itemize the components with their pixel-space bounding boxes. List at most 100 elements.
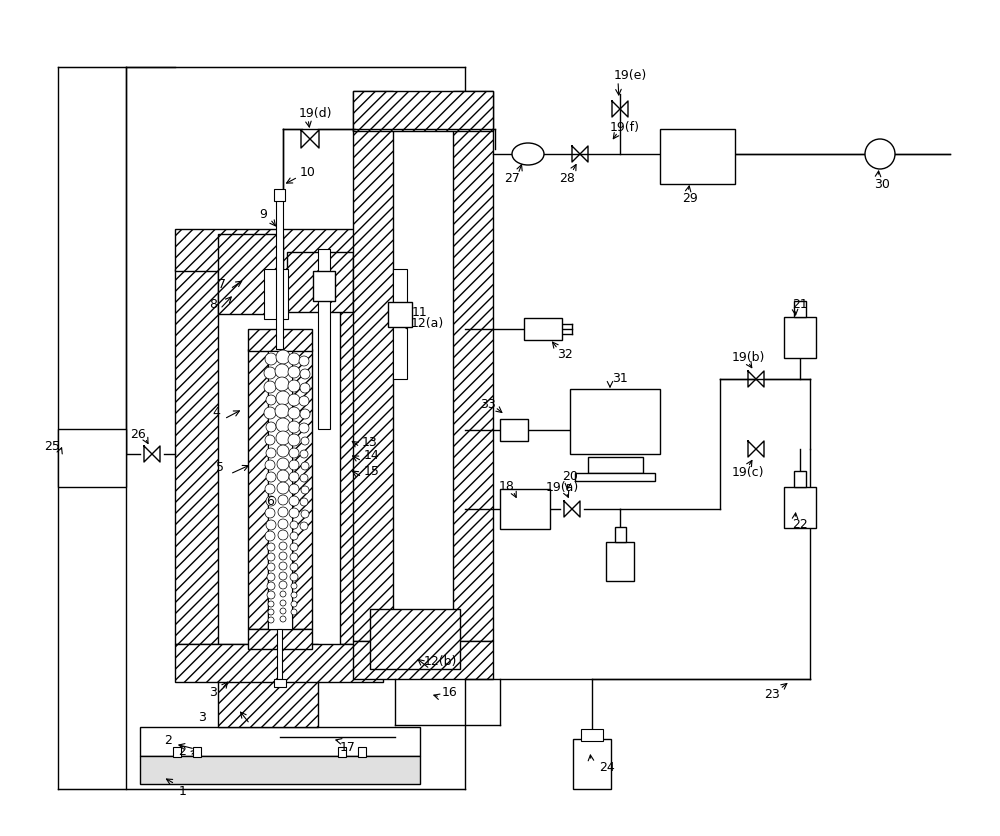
- Circle shape: [276, 391, 290, 405]
- Bar: [581, 729, 603, 741]
- Bar: [140, 756, 420, 784]
- Bar: [193, 747, 201, 757]
- Circle shape: [299, 424, 309, 434]
- Circle shape: [280, 609, 286, 614]
- Circle shape: [265, 532, 275, 542]
- Bar: [573, 739, 611, 789]
- Circle shape: [300, 370, 310, 380]
- Circle shape: [266, 472, 276, 482]
- Circle shape: [865, 140, 895, 170]
- Circle shape: [288, 395, 300, 406]
- Circle shape: [264, 407, 276, 420]
- Circle shape: [267, 573, 275, 581]
- Circle shape: [267, 553, 275, 561]
- Text: 15: 15: [364, 465, 380, 478]
- Text: 13: 13: [362, 435, 378, 448]
- Text: 2: 2: [164, 734, 172, 747]
- Bar: [264, 270, 288, 319]
- Bar: [268, 352, 292, 630]
- Circle shape: [288, 354, 300, 365]
- Circle shape: [278, 496, 288, 506]
- Circle shape: [265, 461, 275, 471]
- Circle shape: [275, 405, 289, 419]
- Bar: [784, 318, 816, 359]
- Bar: [248, 349, 268, 630]
- Circle shape: [300, 384, 310, 394]
- Text: 8: 8: [209, 298, 217, 311]
- Circle shape: [265, 354, 277, 365]
- Circle shape: [289, 472, 299, 482]
- Bar: [218, 645, 318, 727]
- Circle shape: [291, 592, 297, 599]
- Text: 6: 6: [266, 495, 274, 508]
- Circle shape: [280, 616, 286, 622]
- Bar: [175, 230, 383, 272]
- Text: 30: 30: [874, 177, 890, 191]
- Bar: [274, 679, 286, 687]
- Circle shape: [299, 396, 309, 406]
- Circle shape: [289, 448, 299, 458]
- Circle shape: [280, 591, 286, 597]
- Bar: [615, 528, 626, 543]
- Circle shape: [300, 410, 310, 420]
- Circle shape: [299, 357, 309, 366]
- Text: 14: 14: [364, 449, 380, 462]
- Text: 19(c): 19(c): [732, 466, 764, 479]
- Bar: [276, 200, 283, 349]
- Circle shape: [277, 458, 289, 471]
- Bar: [370, 609, 460, 669]
- Bar: [353, 92, 393, 641]
- Text: 18: 18: [499, 480, 515, 493]
- Circle shape: [266, 395, 276, 405]
- Bar: [175, 270, 218, 645]
- Bar: [318, 250, 330, 430]
- Circle shape: [265, 508, 275, 518]
- Text: 28: 28: [559, 171, 575, 184]
- Text: 22: 22: [792, 517, 808, 531]
- Bar: [575, 473, 655, 482]
- Circle shape: [277, 471, 289, 482]
- Circle shape: [291, 609, 297, 615]
- Text: 24: 24: [599, 761, 615, 773]
- Circle shape: [290, 533, 298, 540]
- Bar: [388, 303, 412, 328]
- Circle shape: [290, 522, 298, 529]
- Circle shape: [279, 563, 287, 570]
- Circle shape: [301, 462, 309, 471]
- Bar: [784, 487, 816, 528]
- Circle shape: [275, 364, 289, 379]
- Circle shape: [288, 421, 300, 434]
- Circle shape: [279, 581, 287, 589]
- Circle shape: [289, 484, 299, 494]
- Circle shape: [300, 498, 308, 507]
- Bar: [453, 92, 493, 641]
- Bar: [500, 489, 550, 529]
- Text: 19(d): 19(d): [298, 106, 332, 120]
- Circle shape: [278, 519, 288, 529]
- Bar: [353, 92, 493, 132]
- Circle shape: [279, 553, 287, 560]
- Bar: [292, 349, 312, 630]
- Circle shape: [266, 497, 276, 507]
- Text: 1: 1: [179, 784, 187, 798]
- Circle shape: [268, 617, 274, 624]
- Text: 3: 3: [198, 711, 206, 724]
- Circle shape: [267, 583, 275, 590]
- Text: 7: 7: [218, 278, 226, 291]
- Text: 16: 16: [442, 686, 458, 699]
- Bar: [606, 543, 634, 581]
- Text: 31: 31: [612, 371, 628, 384]
- Circle shape: [291, 601, 297, 607]
- Circle shape: [300, 522, 308, 530]
- Bar: [660, 130, 735, 185]
- Text: 9: 9: [259, 207, 267, 220]
- Bar: [173, 747, 181, 757]
- Bar: [500, 420, 528, 441]
- Circle shape: [288, 380, 300, 393]
- Bar: [393, 270, 407, 380]
- Circle shape: [276, 419, 290, 432]
- Ellipse shape: [512, 144, 544, 166]
- Text: 19(a): 19(a): [545, 481, 579, 494]
- Circle shape: [301, 487, 309, 494]
- Circle shape: [266, 448, 276, 458]
